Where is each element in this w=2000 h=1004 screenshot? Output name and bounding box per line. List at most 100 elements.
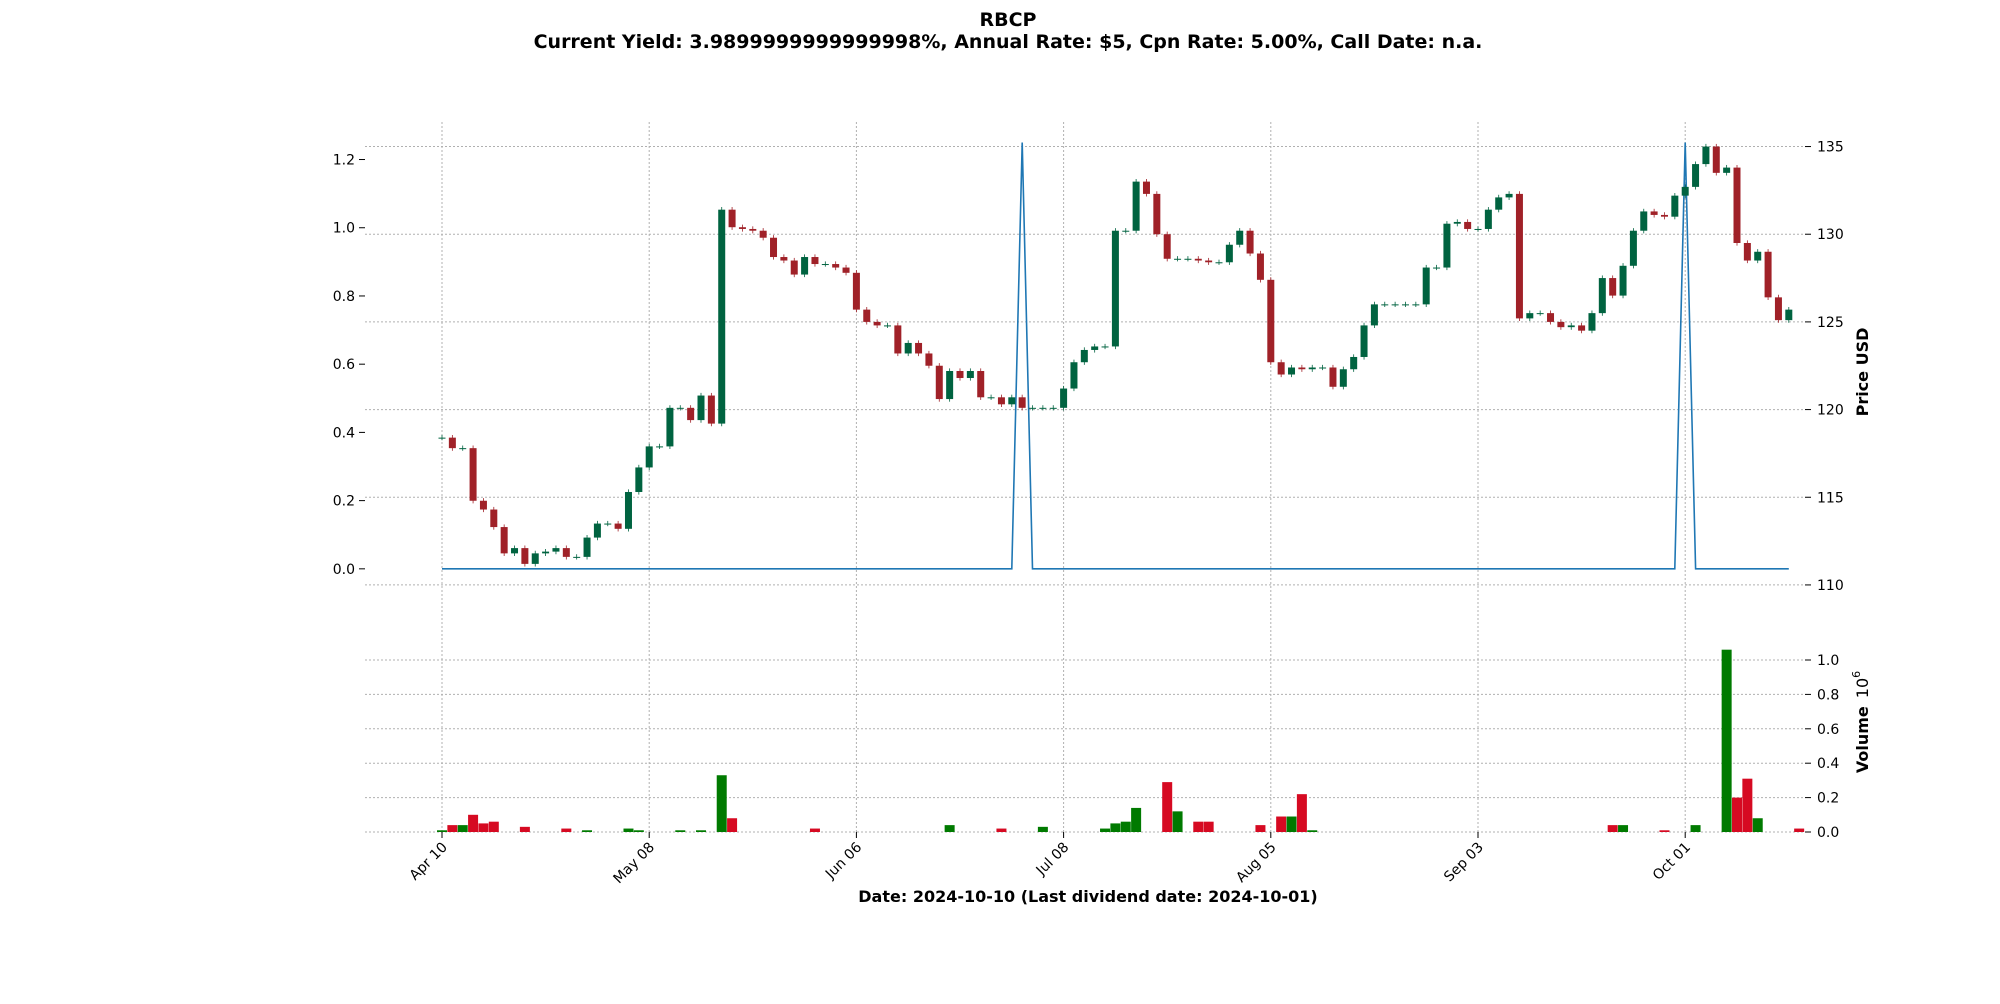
price-tick-label: 135 [1817,140,1844,156]
candle-body [1267,279,1275,363]
candle [1339,366,1347,390]
candle [1194,256,1202,264]
candle-body [1091,346,1099,350]
candle-body [883,325,891,327]
volume-tick-label: 0.6 [1817,722,1839,738]
candle [490,506,498,530]
candle-body [728,209,736,228]
candle [946,368,954,402]
candle [728,207,736,230]
candle-body [1785,309,1793,321]
candle [1588,310,1596,334]
candle [1215,259,1223,265]
candle [1609,275,1617,299]
candle [718,207,726,427]
candle [738,224,746,232]
candle-body [946,371,954,400]
grid-lines [365,122,1805,833]
candle [956,368,964,381]
candle [614,520,622,532]
dividend-tick-label: 0.0 [333,562,355,578]
candle-body [1774,297,1782,321]
candle [1018,394,1026,411]
candle [1433,264,1441,271]
price-tick-label: 115 [1817,490,1844,506]
candle-body [863,309,871,322]
candle [676,405,684,411]
candle-body [1029,407,1037,409]
volume-bar [1276,816,1287,832]
candle [1743,240,1751,264]
dividend-tick-label: 0.8 [333,289,355,305]
candle [1267,277,1275,365]
dividend-tick-label: 0.2 [333,494,355,510]
candle-body [552,548,560,552]
candle [821,261,829,267]
volume-bar [1162,782,1173,832]
candle-body [687,407,695,421]
candle-body [1236,230,1244,245]
candle-body [1412,304,1420,306]
candle-body [935,365,943,400]
candle [1692,161,1700,190]
candle [1132,178,1140,234]
candle [1029,405,1037,411]
candle [593,520,601,541]
candle-body [1205,260,1213,263]
candle [562,545,570,560]
candle [977,368,985,400]
candle [1536,310,1544,316]
candle-body [1484,209,1492,229]
candle-body [832,264,840,268]
candle-body [1329,367,1337,387]
candle-body [624,491,632,529]
candle [1174,256,1182,262]
candle-body [1536,313,1544,315]
candle [1122,228,1130,234]
candle-body [1122,230,1130,232]
candle [500,524,508,556]
candle-body [1433,267,1441,269]
candle-body [1495,197,1503,210]
volume-bar [447,825,458,832]
dividend-tick-label: 1.0 [333,221,355,237]
volume-bar [468,814,479,832]
volume-bar [996,828,1007,832]
volume-axis-name: Volume [1853,706,1872,773]
volume-bar [488,821,499,832]
volume-bar [437,830,447,832]
candle [469,445,477,504]
volume-bar [716,775,727,832]
volume-bar [582,830,593,832]
candle-body [1723,167,1731,173]
candle [1246,228,1254,257]
dividend-tick-label: 1.2 [333,153,355,169]
price-tick-label: 125 [1817,315,1844,331]
chart-title: RBCP [980,9,1037,31]
candle-body [583,537,591,557]
dividend-line [442,142,1789,570]
candle [1277,359,1285,378]
volume-bar [1037,826,1048,832]
candle-body [1184,258,1192,260]
candle-body [1743,242,1751,261]
volume-bar [519,826,530,832]
candle-body [925,353,933,366]
candle [1070,359,1078,392]
candle-body [718,209,726,424]
candle [459,445,467,451]
candle-body [770,237,778,258]
price-tick-label: 130 [1817,227,1844,243]
candle-body [1070,362,1078,389]
candle-body [1101,346,1109,348]
volume-bar [1286,816,1297,832]
candle [707,392,715,427]
candle-body [842,267,850,273]
candle [1184,256,1192,262]
candle [531,550,539,567]
candle [966,368,974,381]
candle [1774,294,1782,323]
volume-bar [1100,828,1111,832]
candle [1671,193,1679,220]
candle-body [1391,304,1399,306]
